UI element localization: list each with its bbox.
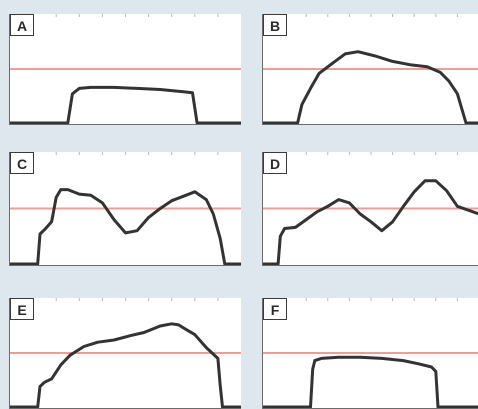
trace-line-e [10, 322, 241, 408]
trace-line-a [10, 85, 241, 124]
chart-a [10, 14, 241, 124]
chart-c [10, 152, 241, 265]
trace-line-b [263, 50, 478, 124]
panel-e: E [9, 298, 241, 409]
trace-line-f [263, 355, 478, 408]
chart-d [263, 152, 478, 265]
panel-f: F [262, 298, 478, 409]
chart-f [263, 298, 478, 408]
panel-label-b: B [263, 14, 287, 36]
panel-label-a: A [10, 14, 34, 36]
chart-b [263, 14, 478, 124]
panel-d: D [262, 152, 478, 266]
trace-line-c [10, 188, 241, 265]
panel-label-e: E [10, 298, 34, 320]
panel-a: A [9, 14, 241, 125]
panel-label-c: C [10, 152, 34, 174]
panel-label-d: D [263, 152, 287, 174]
chart-e [10, 298, 241, 408]
trace-line-d [263, 179, 478, 265]
panel-label-f: F [263, 298, 287, 320]
panel-c: C [9, 152, 241, 266]
panel-b: B [262, 14, 478, 125]
